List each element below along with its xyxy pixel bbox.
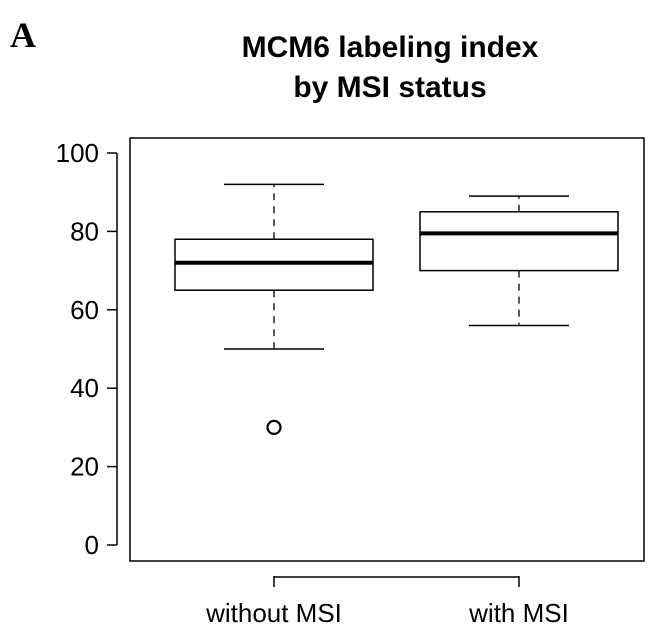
y-tick-label: 80 xyxy=(70,216,99,246)
y-tick-label: 40 xyxy=(70,373,99,403)
y-tick-label: 100 xyxy=(56,138,99,168)
iqr-box xyxy=(419,211,619,272)
chart-title-line-2: by MSI status xyxy=(293,71,487,104)
y-tick-label: 60 xyxy=(70,295,99,325)
plot-frame xyxy=(129,137,645,562)
chart-title-line-1: MCM6 labeling index xyxy=(241,31,539,64)
y-tick-label: 20 xyxy=(70,452,99,482)
y-tick-label: 0 xyxy=(85,530,99,560)
x-tick-label: with MSI xyxy=(468,598,569,628)
x-tick-label: without MSI xyxy=(205,598,342,628)
x-axis: without MSI with MSI xyxy=(205,576,569,628)
boxes xyxy=(174,183,619,435)
box-group xyxy=(174,183,374,435)
y-axis: 0 20 40 60 80 100 xyxy=(56,138,118,560)
outlier-point xyxy=(266,419,282,435)
box-group xyxy=(419,195,619,327)
panel-label: A xyxy=(10,15,36,55)
chart-title: MCM6 labeling index by MSI status xyxy=(190,28,590,108)
